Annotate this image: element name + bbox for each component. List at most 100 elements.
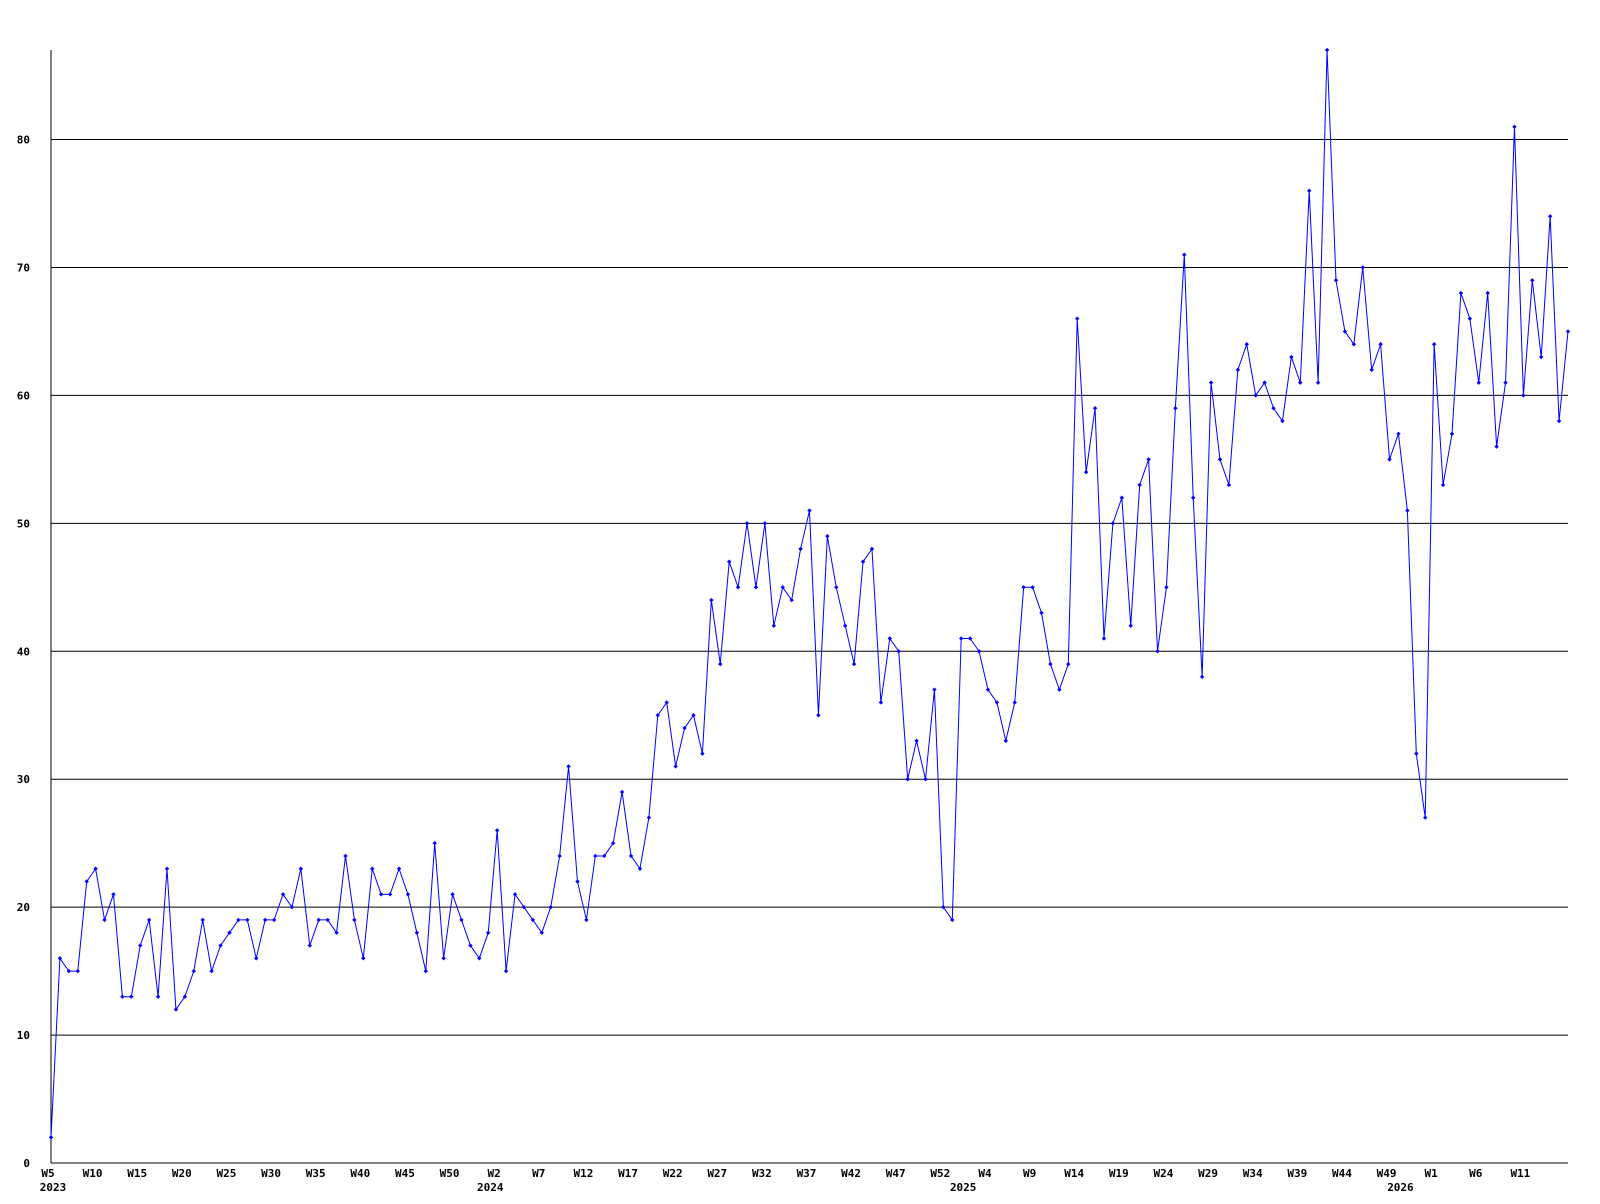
- x-tick-label: W11: [1510, 1167, 1530, 1180]
- y-tick-label: 80: [17, 134, 30, 147]
- data-point: [486, 930, 491, 935]
- x-tick-label: W12: [573, 1167, 593, 1180]
- x-tick-label: W32: [752, 1167, 772, 1180]
- data-point: [325, 917, 330, 923]
- data-point: [1021, 585, 1026, 590]
- x-tick-label: W6: [1469, 1167, 1483, 1180]
- x-tick-label: W24: [1154, 1167, 1174, 1180]
- y-tick-label: 10: [17, 1029, 30, 1042]
- data-point: [726, 559, 732, 564]
- x-tick-label: W49: [1377, 1167, 1397, 1180]
- data-point: [298, 866, 304, 871]
- data-point: [1226, 482, 1232, 488]
- data-point: [709, 597, 714, 603]
- data-point: [842, 623, 848, 628]
- data-point: [1173, 406, 1178, 411]
- data-point: [932, 687, 937, 692]
- data-point: [905, 777, 910, 782]
- data-point: [316, 917, 321, 923]
- data-point: [343, 853, 348, 859]
- x-tick-label: W22: [663, 1167, 683, 1180]
- x-tick-label: W40: [350, 1167, 370, 1180]
- data-point: [628, 853, 634, 859]
- y-tick-label: 0: [23, 1157, 30, 1170]
- x-tick-label: W44: [1332, 1167, 1352, 1180]
- data-point: [57, 956, 63, 961]
- x-tick-label: W10: [83, 1167, 103, 1180]
- data-point: [1476, 380, 1481, 385]
- data-point: [941, 904, 946, 910]
- data-point: [950, 917, 955, 923]
- x-tick-label: W42: [841, 1167, 861, 1180]
- data-point: [530, 917, 536, 923]
- data-point: [271, 917, 277, 923]
- data-point: [262, 917, 268, 923]
- data-point: [254, 956, 259, 961]
- data-point: [985, 687, 991, 692]
- data-point: [182, 994, 188, 999]
- data-point: [673, 764, 678, 769]
- data-point: [1565, 329, 1571, 334]
- data-point: [423, 968, 428, 974]
- data-point: [352, 917, 357, 923]
- data-point: [155, 994, 161, 999]
- x-tick-label: W2: [488, 1167, 501, 1180]
- y-tick-label: 60: [17, 389, 30, 402]
- x-year-label: 2023: [40, 1181, 67, 1194]
- data-point: [807, 508, 812, 513]
- data-point: [718, 661, 723, 667]
- data-point: [1449, 431, 1455, 436]
- data-point: [744, 521, 750, 526]
- data-point: [789, 597, 794, 603]
- data-point: [1342, 329, 1348, 334]
- data-point: [762, 521, 768, 526]
- data-point: [191, 968, 196, 974]
- data-point: [236, 917, 241, 923]
- data-point: [887, 636, 893, 641]
- data-point: [1503, 380, 1508, 385]
- data-point: [1547, 214, 1553, 219]
- data-point: [1262, 380, 1267, 385]
- data-point: [1298, 380, 1303, 385]
- data-point: [1360, 265, 1365, 270]
- x-tick-label: W37: [797, 1167, 817, 1180]
- data-point: [1431, 342, 1437, 347]
- data-point: [1289, 354, 1294, 360]
- data-point: [1128, 623, 1133, 628]
- data-point: [1440, 482, 1446, 488]
- data-point: [1244, 342, 1249, 347]
- data-point: [637, 866, 643, 871]
- data-point: [602, 853, 607, 859]
- data-point: [1182, 252, 1187, 257]
- data-point: [1199, 674, 1205, 680]
- data-point: [1414, 751, 1419, 756]
- data-point: [1003, 738, 1009, 744]
- data-point: [66, 968, 72, 974]
- data-point: [691, 713, 696, 718]
- data-point: [414, 930, 420, 935]
- data-point: [753, 585, 759, 590]
- data-point: [405, 892, 411, 897]
- x-tick-label: W25: [217, 1167, 237, 1180]
- data-point: [557, 853, 562, 859]
- y-tick-label: 50: [17, 517, 30, 530]
- data-point: [1137, 482, 1142, 488]
- data-point: [164, 866, 170, 871]
- data-point: [146, 917, 152, 923]
- data-point: [84, 879, 89, 884]
- data-point: [120, 994, 125, 999]
- data-point: [1315, 380, 1321, 385]
- data-point: [851, 661, 857, 667]
- data-point: [93, 866, 98, 871]
- data-line: [50, 49, 1569, 1138]
- data-point: [218, 943, 223, 948]
- data-point: [1075, 316, 1080, 321]
- x-year-label: 2026: [1387, 1181, 1414, 1194]
- x-tick-label: W7: [532, 1167, 545, 1180]
- data-point: [923, 777, 928, 782]
- data-point: [200, 917, 205, 923]
- x-tick-label: W52: [930, 1167, 950, 1180]
- x-year-label: 2025: [950, 1181, 977, 1194]
- x-tick-label: W1: [1425, 1167, 1439, 1180]
- data-point: [289, 904, 295, 910]
